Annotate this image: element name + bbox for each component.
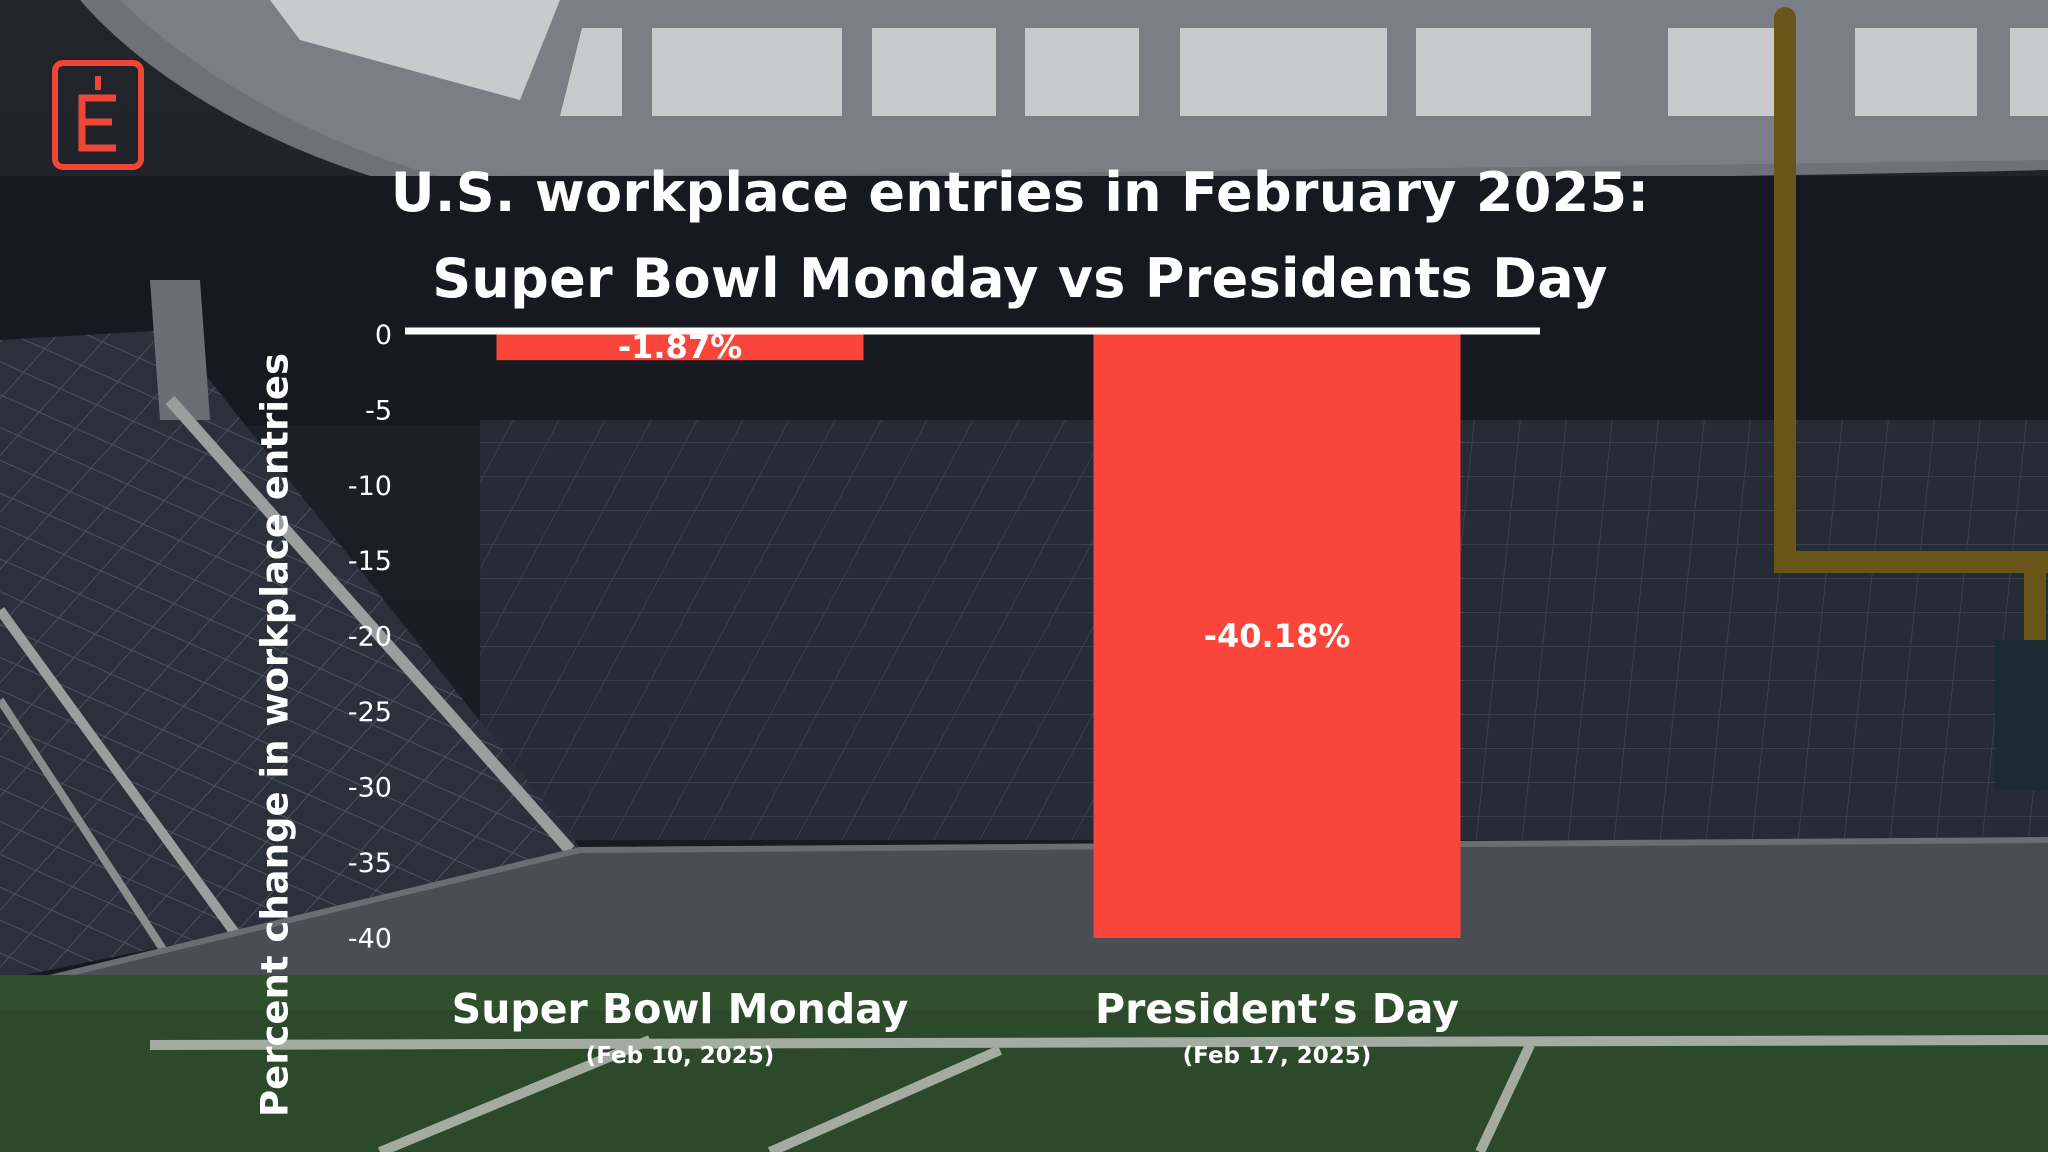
y-tick-label: 0 [375,320,392,351]
y-tick-label: -35 [348,848,392,879]
chart-title-line-1: U.S. workplace entries in February 2025: [390,161,1650,224]
chart-area: 0 -5 -10 -15 -20 -25 -30 -35 -40 -1.87% -40.18% [348,320,1540,954]
bar-0 [496,334,864,361]
y-axis-label: Percent change in workplace entries [253,352,297,1118]
y-tick-label: -10 [348,471,392,502]
y-tick-label: -40 [348,923,392,954]
x-tick-label: Super Bowl Monday [451,985,909,1033]
bar-value-label: -1.87% [618,328,742,366]
y-tick-label: -30 [348,772,392,803]
y-tick-label: -5 [365,395,392,426]
y-tick-label: -25 [348,697,392,728]
brand-logo-icon [52,60,144,170]
chart-title: U.S. workplace entries in February 2025:… [380,150,1660,322]
bar-1 [1093,334,1461,939]
y-tick-label: -20 [348,622,392,653]
x-category-presidents-day: President’s Day (Feb 17, 2025) [1095,983,1459,1073]
x-tick-sublabel: (Feb 10, 2025) [585,1043,775,1069]
x-tick-sublabel: (Feb 17, 2025) [1182,1043,1372,1069]
y-tick-label: -15 [348,546,392,577]
x-tick-label: President’s Day [1095,985,1459,1033]
bar-value-label: -40.18% [1204,617,1351,655]
chart-title-line-2: Super Bowl Monday vs Presidents Day [432,247,1608,310]
x-category-super-bowl-monday: Super Bowl Monday (Feb 10, 2025) [452,983,909,1073]
